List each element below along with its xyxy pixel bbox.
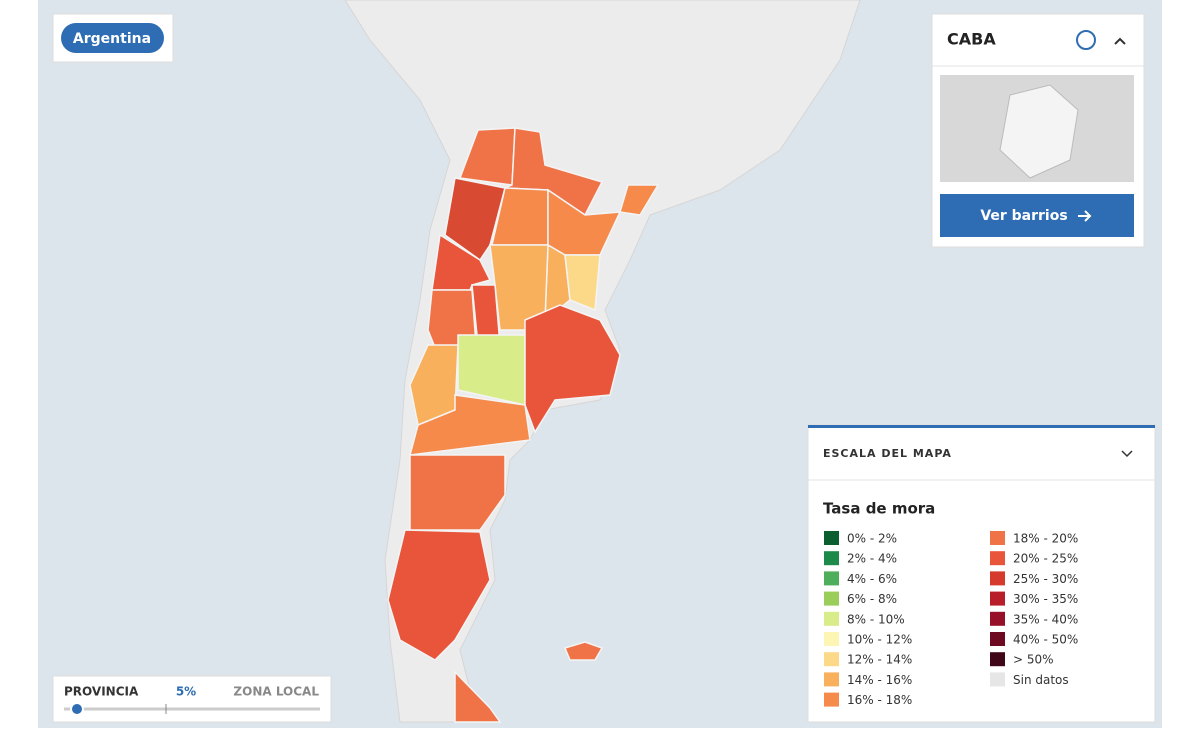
badge-pill[interactable] [61, 23, 164, 53]
legend-panel [807, 424, 1156, 723]
legend-label: 12% - 14% [847, 653, 912, 667]
legend-label: 10% - 12% [847, 633, 912, 647]
legend-label: 18% - 20% [1013, 532, 1078, 546]
legend-swatch [824, 611, 839, 626]
legend-swatch [990, 652, 1005, 667]
locate-icon[interactable] [1076, 30, 1096, 50]
button-label: Ver barrios [980, 208, 1067, 224]
legend-swatch [824, 652, 839, 667]
legend-swatch [990, 571, 1005, 586]
legend-swatch [824, 571, 839, 586]
islands [563, 641, 604, 661]
legend-swatch [824, 591, 839, 606]
legend-label: > 50% [1013, 653, 1054, 667]
legend-label: 30% - 35% [1013, 592, 1078, 606]
arrow-icon [1078, 210, 1092, 222]
province[interactable] [409, 454, 506, 531]
legend-swatch [824, 531, 839, 545]
slider-value: 5% [176, 685, 196, 699]
legend-swatch [990, 672, 1005, 687]
legend-label: 16% - 18% [847, 693, 912, 707]
province[interactable] [524, 304, 621, 434]
legend-swatch [824, 632, 839, 646]
caba-button[interactable] [940, 194, 1134, 237]
expand-icon[interactable] [1121, 450, 1133, 458]
province[interactable] [444, 177, 506, 262]
slider-knob[interactable] [70, 702, 84, 716]
legend-label: 40% - 50% [1013, 633, 1078, 647]
legend-swatch [824, 672, 839, 687]
legend-swatch [824, 551, 839, 566]
legend-label: 8% - 10% [847, 612, 905, 626]
legend-swatch [990, 551, 1005, 566]
legend-label: 6% - 8% [847, 592, 897, 606]
legend-title: Tasa de mora [823, 500, 935, 518]
legend-label: 20% - 25% [1013, 552, 1078, 566]
caba-title: CABA [947, 30, 996, 49]
collapse-icon[interactable] [1114, 37, 1126, 45]
legend-label: 2% - 4% [847, 552, 897, 566]
legend-header: ESCALA DEL MAPA [823, 447, 952, 460]
slider-right: ZONA LOCAL [233, 685, 319, 699]
province[interactable] [619, 184, 660, 216]
legend-accent [808, 425, 1155, 428]
legend-label: 0% - 2% [847, 532, 897, 546]
badge-label: Argentina [73, 31, 151, 47]
province[interactable] [564, 254, 601, 312]
legend-label: 35% - 40% [1013, 612, 1078, 626]
slider-left: PROVINCIA [64, 685, 139, 699]
legend-swatch [990, 611, 1005, 626]
legend-swatch [990, 531, 1005, 545]
slider-panel [52, 675, 332, 723]
legend-items: 0% - 2% 2% - 4% 4% - 6% 6% - 8% 8% - 10% 10% … [824, 531, 1078, 707]
legend-label: 14% - 16% [847, 673, 912, 687]
legend-label: 4% - 6% [847, 572, 897, 586]
legend-label: Sin datos [1013, 673, 1069, 687]
legend-swatch [990, 632, 1005, 646]
provinces [387, 127, 660, 723]
legend-swatch [824, 692, 839, 707]
legend-swatch [990, 591, 1005, 606]
province[interactable] [387, 529, 491, 661]
province[interactable] [454, 670, 502, 723]
caba-shape [999, 84, 1079, 179]
legend-label: 25% - 30% [1013, 572, 1078, 586]
